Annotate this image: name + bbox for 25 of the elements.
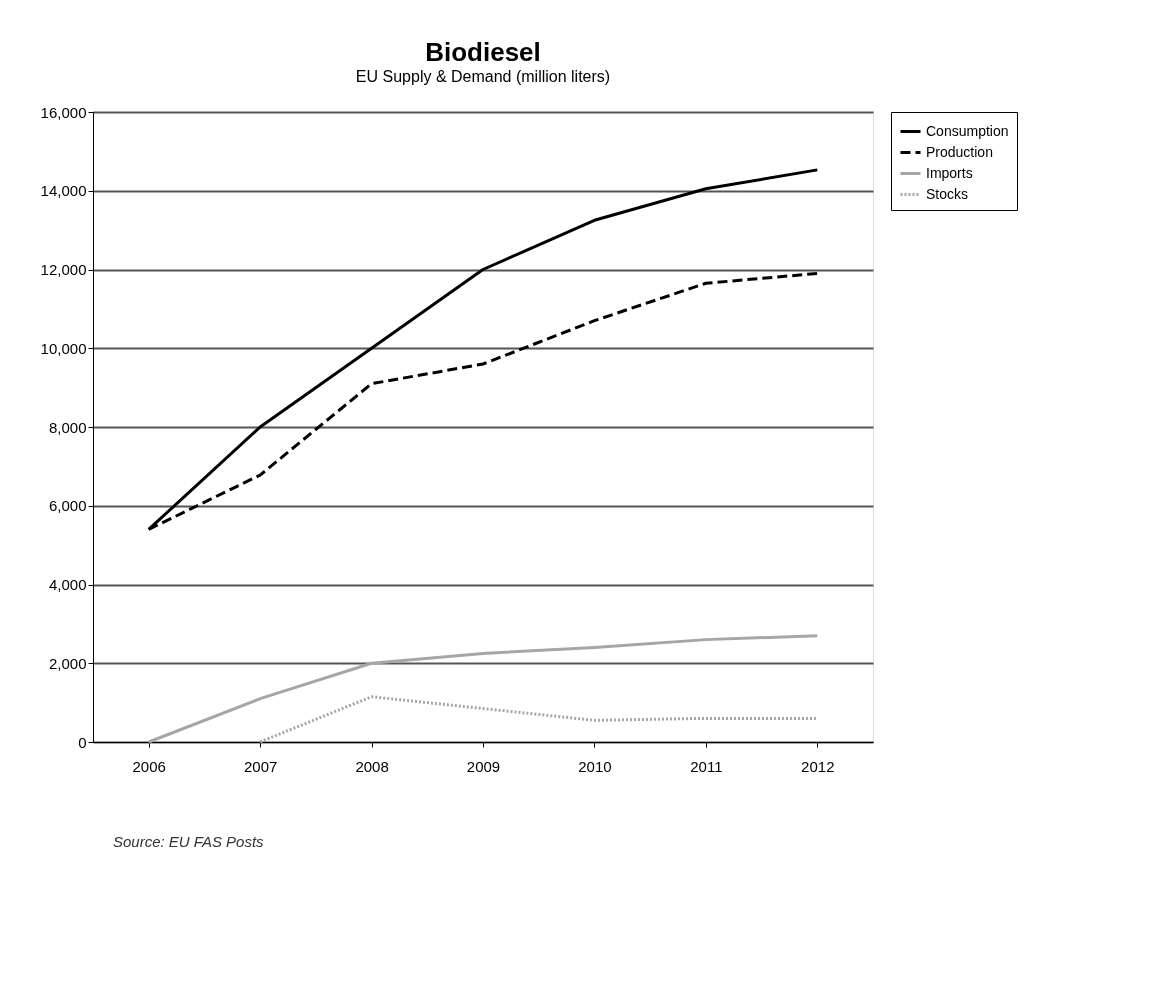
y-tick-label: 10,000	[40, 339, 87, 357]
y-tick-label: 12,000	[40, 261, 87, 278]
chart-title: Biodiesel	[425, 37, 541, 67]
x-tick-label: 2011	[690, 757, 723, 775]
y-tick-label: 0	[78, 733, 87, 751]
legend-label: Imports	[926, 164, 973, 181]
legend-label: Consumption	[926, 122, 1009, 139]
x-tick-label: 2009	[466, 757, 501, 775]
legend-label: Production	[926, 143, 993, 160]
x-tick-label: 2012	[801, 757, 835, 775]
line-series	[258, 695, 819, 744]
legend-label: Stocks	[926, 185, 969, 202]
x-tick-label: 2008	[355, 757, 389, 775]
x-tick-label: 2007	[243, 757, 278, 775]
x-tick-label: 2010	[578, 757, 612, 775]
y-tick-label: 6,000	[48, 497, 87, 515]
x-tick-label: 2006	[132, 757, 166, 775]
chart-subtitle: EU Supply & Demand (million liters)	[355, 68, 611, 85]
y-tick-label: 4,000	[48, 576, 87, 593]
y-tick-label: 8,000	[48, 418, 87, 436]
line-series	[147, 634, 819, 744]
y-tick-label: 16,000	[40, 103, 87, 121]
y-tick-label: 2,000	[48, 654, 87, 672]
source-note: Source: EU FAS Posts	[113, 833, 265, 850]
y-tick-label: 14,000	[40, 182, 87, 200]
